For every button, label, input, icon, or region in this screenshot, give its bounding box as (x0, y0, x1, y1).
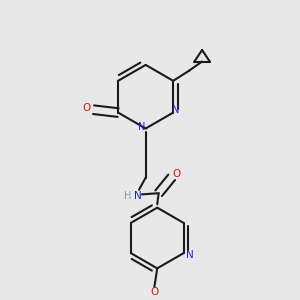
Text: O: O (173, 169, 181, 179)
Text: N: N (186, 250, 194, 260)
Text: N: N (134, 190, 142, 200)
Text: N: N (172, 105, 180, 115)
Text: H: H (124, 190, 131, 200)
Text: N: N (138, 122, 145, 132)
Text: O: O (151, 287, 159, 297)
Text: O: O (82, 103, 91, 113)
